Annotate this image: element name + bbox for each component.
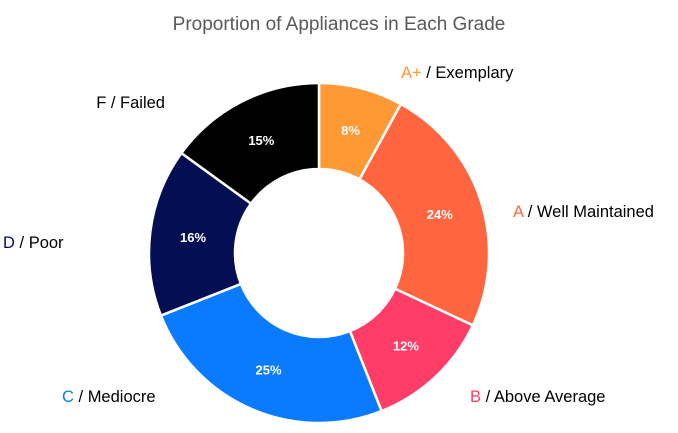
category-labels-group: A+ / Exemplary A / Well Maintained B / Abo… bbox=[3, 64, 654, 406]
slice-c bbox=[159, 282, 384, 425]
slice-f bbox=[179, 81, 321, 206]
label-separator: / bbox=[422, 64, 436, 82]
value-label: 12% bbox=[393, 339, 419, 354]
grade-letter: F bbox=[96, 94, 106, 112]
value-label: 16% bbox=[180, 230, 206, 245]
value-label: 15% bbox=[248, 133, 274, 148]
category-label: D / Poor bbox=[3, 234, 64, 252]
grade-letter: C bbox=[62, 388, 74, 406]
label-separator: / bbox=[74, 388, 88, 406]
grade-letter: A+ bbox=[401, 64, 422, 82]
value-labels-group: 8% 24% 12% 25% 16% 15% bbox=[180, 123, 453, 378]
chart-title: Proportion of Appliances in Each Grade bbox=[173, 14, 506, 35]
grade-description: Failed bbox=[120, 94, 165, 112]
grade-description: Poor bbox=[29, 234, 64, 252]
category-label: F / Failed bbox=[96, 94, 165, 112]
label-separator: / bbox=[481, 388, 494, 406]
grade-letter: D bbox=[3, 234, 15, 252]
grade-letter: B bbox=[470, 388, 481, 406]
value-label: 8% bbox=[341, 123, 360, 138]
category-label: A / Well Maintained bbox=[513, 203, 654, 221]
value-label: 25% bbox=[256, 363, 282, 378]
category-label: A+ / Exemplary bbox=[401, 64, 514, 82]
category-label: C / Mediocre bbox=[62, 388, 156, 406]
grade-description: Well Maintained bbox=[537, 203, 654, 221]
value-label: 24% bbox=[427, 207, 453, 222]
grade-description: Mediocre bbox=[88, 388, 156, 406]
grade-letter: A bbox=[513, 203, 524, 221]
slices-group bbox=[147, 81, 491, 425]
label-separator: / bbox=[106, 94, 120, 112]
label-separator: / bbox=[15, 234, 29, 252]
grade-description: Above Average bbox=[494, 388, 606, 406]
label-separator: / bbox=[523, 203, 537, 221]
slice-a bbox=[357, 102, 491, 328]
grade-description: Exemplary bbox=[435, 64, 514, 82]
category-label: B / Above Average bbox=[470, 388, 605, 406]
